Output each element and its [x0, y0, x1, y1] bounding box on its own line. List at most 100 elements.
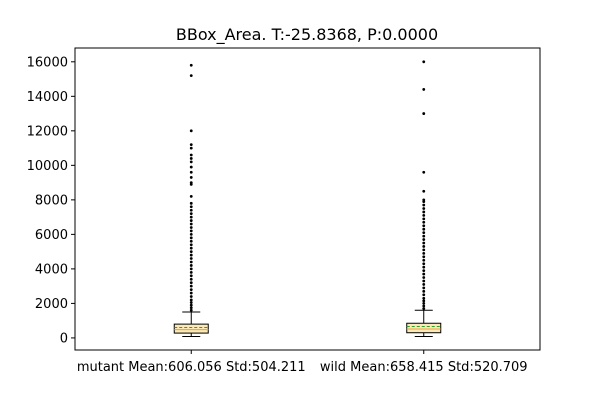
y-tick-label: 6000 [35, 228, 68, 243]
outlier-point [422, 302, 426, 305]
outlier-point [189, 226, 193, 229]
outlier-point [189, 146, 193, 150]
outlier-point [189, 308, 193, 312]
y-tick-label: 8000 [35, 193, 68, 208]
outlier-point [422, 307, 426, 310]
outlier-point [189, 74, 193, 78]
y-tick-label: 2000 [35, 297, 68, 312]
x-axis: mutant Mean:606.056 Std:504.211 wild Mean… [77, 350, 528, 375]
outlier-point [189, 274, 193, 278]
outlier-point [422, 304, 426, 308]
outlier-point [189, 165, 193, 169]
outlier-point [189, 253, 193, 257]
outlier-point [189, 63, 193, 67]
outlier-point [189, 288, 193, 291]
outlier-point [422, 170, 426, 174]
outlier-point [422, 269, 426, 273]
outlier-point [189, 264, 193, 267]
outlier-point [189, 306, 193, 310]
outlier-point [189, 143, 193, 147]
y-axis: 0 2000 4000 6000 8000 10000 12000 14000 16000 [27, 55, 75, 346]
outlier-point [422, 289, 426, 293]
outlier-point [189, 208, 193, 212]
outlier-point [422, 296, 426, 300]
outlier-point [422, 189, 426, 193]
outlier-point [422, 245, 426, 248]
y-tick-label: 10000 [27, 159, 68, 174]
outlier-point [422, 272, 426, 276]
outlier-point [422, 112, 426, 115]
y-tick-label: 16000 [27, 55, 68, 70]
outlier-point [189, 212, 193, 216]
x-category-label: wild Mean:658.415 Std:520.709 [320, 360, 528, 375]
outlier-point [189, 153, 193, 157]
outlier-point [189, 232, 193, 236]
outlier-point [189, 250, 193, 254]
outlier-point [422, 299, 426, 303]
outlier-point [189, 229, 193, 233]
outlier-point [422, 210, 426, 214]
outlier-point [422, 251, 426, 255]
outlier-point [422, 217, 426, 221]
outlier-point [189, 295, 193, 298]
outlier-point [189, 257, 193, 260]
outlier-point [422, 227, 426, 231]
y-tick-label: 12000 [27, 124, 68, 139]
y-tick-label: 14000 [27, 90, 68, 105]
outlier-point [189, 201, 193, 205]
outlier-point [189, 181, 193, 185]
outlier-point [189, 303, 193, 307]
outlier-point [422, 207, 426, 210]
outlier-point [422, 60, 426, 64]
plot-area-frame [74, 47, 541, 351]
outlier-point [189, 219, 193, 222]
outlier-point [422, 213, 426, 217]
outlier-point [422, 220, 426, 224]
y-tick-label: 0 [60, 331, 68, 346]
outlier-point [189, 170, 193, 174]
outlier-point [189, 301, 193, 304]
outlier-point [189, 277, 193, 281]
outlier-point [189, 270, 193, 274]
outlier-point [189, 267, 193, 271]
outlier-point [422, 234, 426, 238]
outlier-point [189, 246, 193, 250]
outlier-point [422, 279, 426, 283]
iqr-box [173, 323, 209, 334]
outlier-point [189, 222, 193, 226]
outlier-point [422, 88, 426, 91]
outlier-point [189, 176, 193, 179]
outlier-point [189, 195, 193, 198]
outlier-point [189, 239, 193, 243]
outlier-point [189, 281, 193, 285]
outlier-point [422, 265, 426, 269]
outlier-point [422, 258, 426, 262]
x-category-label: mutant Mean:606.056 Std:504.211 [77, 360, 306, 375]
outlier-point [422, 262, 426, 266]
y-tick-label: 4000 [35, 262, 68, 277]
outlier-point [422, 286, 426, 290]
outlier-point [422, 283, 426, 286]
outlier-point [189, 298, 193, 302]
outlier-point [422, 224, 426, 228]
outlier-point [189, 284, 193, 288]
outlier-point [422, 248, 426, 252]
outlier-point [422, 231, 426, 235]
outlier-point [422, 241, 426, 245]
boxes-group [173, 60, 442, 338]
outlier-point [422, 198, 426, 202]
outlier-point [422, 238, 426, 241]
box-0 [173, 63, 209, 338]
outlier-point [422, 203, 426, 207]
outlier-point [189, 260, 193, 264]
chart-title: BBox_Area. T:-25.8368, P:0.0000 [176, 25, 438, 45]
outlier-point [422, 276, 426, 279]
outlier-point [189, 291, 193, 295]
outlier-point [189, 236, 193, 240]
box-1 [406, 60, 442, 338]
outlier-point [189, 129, 193, 133]
iqr-box [406, 322, 442, 334]
outlier-point [189, 215, 193, 219]
outlier-point [422, 255, 426, 259]
